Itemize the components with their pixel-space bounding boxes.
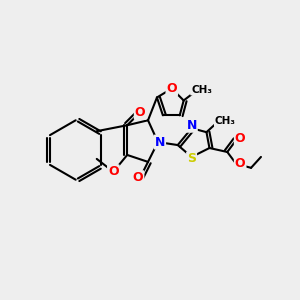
Text: S: S: [187, 152, 196, 165]
Text: O: O: [108, 165, 119, 178]
Text: N: N: [155, 136, 165, 148]
Text: O: O: [167, 82, 177, 95]
Text: CH₃: CH₃: [191, 85, 212, 94]
Text: CH₃: CH₃: [215, 116, 236, 126]
Text: O: O: [133, 171, 143, 184]
Text: O: O: [135, 106, 146, 119]
Text: O: O: [235, 132, 245, 145]
Text: O: O: [235, 158, 245, 170]
Text: N: N: [186, 119, 197, 132]
